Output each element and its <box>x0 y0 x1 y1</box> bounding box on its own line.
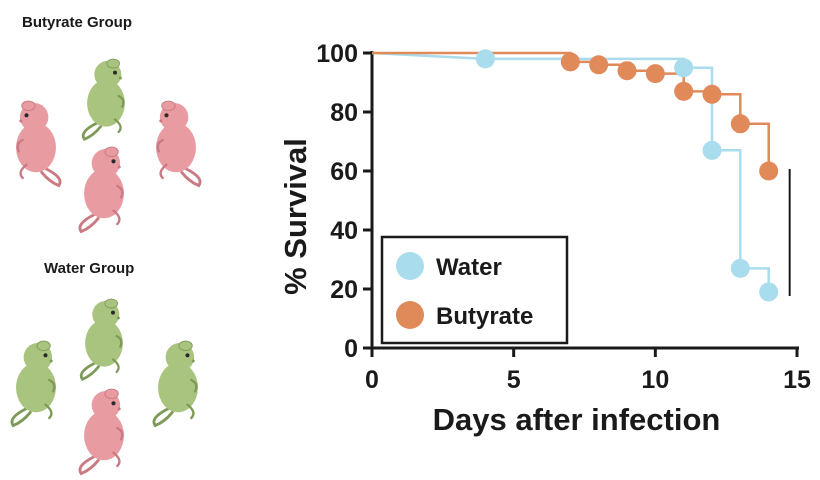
data-point <box>645 64 665 84</box>
chart-series <box>371 49 779 302</box>
data-point <box>702 140 722 160</box>
y-tick-label: 0 <box>344 335 358 363</box>
data-point <box>674 81 694 101</box>
series-water <box>371 51 770 292</box>
data-point <box>560 52 580 72</box>
chart-legend: Water Butyrate <box>380 235 569 345</box>
x-tick-label: 5 <box>507 366 521 394</box>
markers-water <box>475 49 779 302</box>
x-axis-title: Days after infection <box>433 402 721 437</box>
series-line-water <box>371 51 770 292</box>
x-tick-label: 10 <box>641 366 669 394</box>
green-mouse-icon <box>81 58 125 141</box>
pink-mouse-icon <box>78 388 124 476</box>
butyrate-group-title: Butyrate Group <box>22 14 133 31</box>
green-mouse-icon <box>10 340 56 428</box>
y-axis-title: % Survival <box>278 138 313 295</box>
green-mouse-icon <box>79 298 123 381</box>
data-point <box>475 49 495 69</box>
legend-marker <box>396 301 424 329</box>
water-group-title: Water Group <box>44 260 135 277</box>
data-point <box>702 84 722 104</box>
data-point <box>730 258 750 278</box>
mice-illustration <box>10 58 202 476</box>
data-point <box>674 58 694 78</box>
illustration-panel: Butyrate Group Water Group <box>0 0 250 480</box>
pink-mouse-icon <box>156 100 202 188</box>
y-tick-label: 40 <box>330 217 358 245</box>
y-tick-label: 60 <box>330 158 358 186</box>
chart-axes <box>363 51 799 357</box>
x-tick-label: 15 <box>783 366 811 394</box>
significance-label: **** <box>808 195 820 267</box>
legend-label: Butyrate <box>436 303 533 330</box>
y-tick-label: 100 <box>316 40 358 68</box>
data-point <box>759 282 779 302</box>
legend-label: Water <box>436 254 502 281</box>
pink-mouse-icon <box>16 100 62 188</box>
x-tick-label: 0 <box>365 366 379 394</box>
y-tick-label: 80 <box>330 99 358 127</box>
data-point <box>759 161 779 181</box>
data-point <box>617 61 637 81</box>
chart-annotations: **** <box>788 169 820 296</box>
legend-marker <box>396 252 424 280</box>
pink-mouse-icon <box>78 146 124 234</box>
data-point <box>589 55 609 75</box>
chart-labels: 0 20 40 60 80 100 0 5 10 15 Days after infection % … <box>278 40 811 437</box>
markers-butyrate <box>560 52 779 181</box>
data-point <box>730 114 750 134</box>
green-mouse-icon <box>152 340 198 428</box>
y-tick-label: 20 <box>330 276 358 304</box>
